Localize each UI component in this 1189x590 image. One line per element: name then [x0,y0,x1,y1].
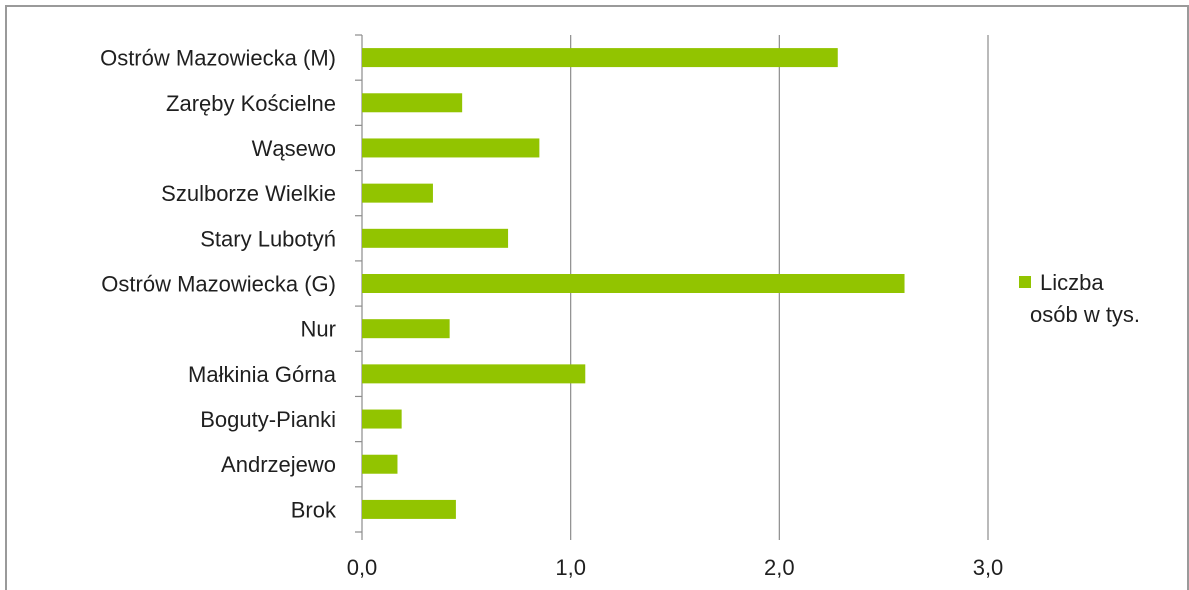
category-label: Ostrów Mazowiecka (M) [100,46,336,71]
category-label: Stary Lubotyń [200,226,336,251]
legend-label-line1: Liczba [1040,270,1104,295]
x-tick-labels: 0,0 1,0 2,0 3,0 [347,555,1004,580]
bar [362,183,433,203]
category-label: Nur [301,317,336,342]
x-tick-label: 0,0 [347,555,378,580]
x-tick-label: 3,0 [973,555,1004,580]
bar [362,454,398,474]
legend-swatch [1019,276,1031,288]
bars [362,48,905,519]
bar [362,274,905,293]
legend-label-line2: osób w tys. [1030,302,1140,327]
x-tick-label: 1,0 [555,555,586,580]
bar [362,228,509,248]
category-label: Ostrów Mazowiecka (G) [101,272,336,297]
category-label: Brok [291,497,337,522]
category-label: Szulborze Wielkie [161,181,336,206]
legend: Liczba osób w tys. [1019,270,1140,327]
category-label: Boguty-Pianki [200,407,336,432]
bar [362,499,456,519]
category-label: Zaręby Kościelne [166,91,336,116]
bar [362,48,838,68]
bar [362,409,402,429]
bar [362,319,450,339]
bar [362,138,540,158]
bar [362,93,463,113]
category-label: Małkinia Górna [188,362,337,387]
category-labels: Ostrów Mazowiecka (M) Zaręby Kościelne Wąs… [100,46,337,523]
chart-frame [5,5,1189,590]
bar [362,364,586,384]
x-tick-label: 2,0 [764,555,795,580]
category-label: Andrzejewo [221,452,336,477]
category-label: Wąsewo [252,136,336,161]
